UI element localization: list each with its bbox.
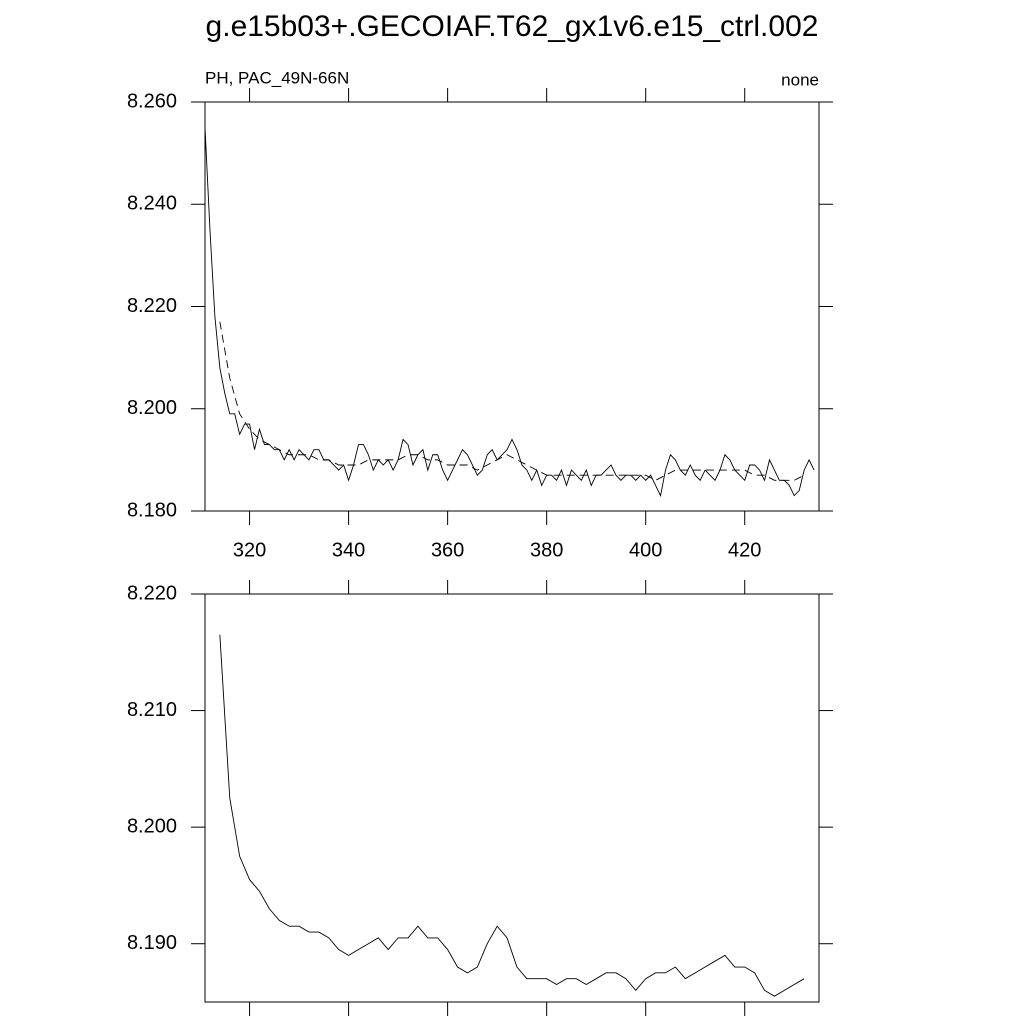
x-tick-label: 360 <box>431 539 464 561</box>
y-tick-label: 8.200 <box>127 397 177 419</box>
y-tick-label: 8.220 <box>127 582 177 604</box>
y-tick-label: 8.200 <box>127 815 177 837</box>
series-line <box>204 127 815 498</box>
chart-title: g.e15b03+.GECOIAF.T62_gx1v6.e15_ctrl.002 <box>206 10 819 43</box>
x-tick-label: 340 <box>332 539 365 561</box>
panel: PH, PAC_49N-66N none 8.180 8.200 8.220 8.240 8… <box>127 68 833 561</box>
y-tick-label: 8.210 <box>127 699 177 721</box>
x-tick-label: 400 <box>629 539 662 561</box>
y-tick-label: 8.240 <box>127 193 177 215</box>
panel: 8.190 8.200 8.210 8.220 <box>127 580 833 1016</box>
plot-frame <box>204 593 820 1003</box>
x-tick-label: 420 <box>728 539 761 561</box>
x-tick-label: 320 <box>233 539 266 561</box>
subtitle-left: PH, PAC_49N-66N <box>205 68 349 87</box>
x-tick-label: 380 <box>530 539 563 561</box>
subtitle-right: none <box>781 70 819 89</box>
series-line <box>219 634 805 997</box>
plot-frame <box>204 101 820 512</box>
y-tick-label: 8.220 <box>127 295 177 317</box>
y-tick-label: 8.260 <box>127 90 177 112</box>
series-line <box>219 321 805 481</box>
y-tick-label: 8.190 <box>127 932 177 954</box>
y-tick-label: 8.180 <box>127 499 177 521</box>
